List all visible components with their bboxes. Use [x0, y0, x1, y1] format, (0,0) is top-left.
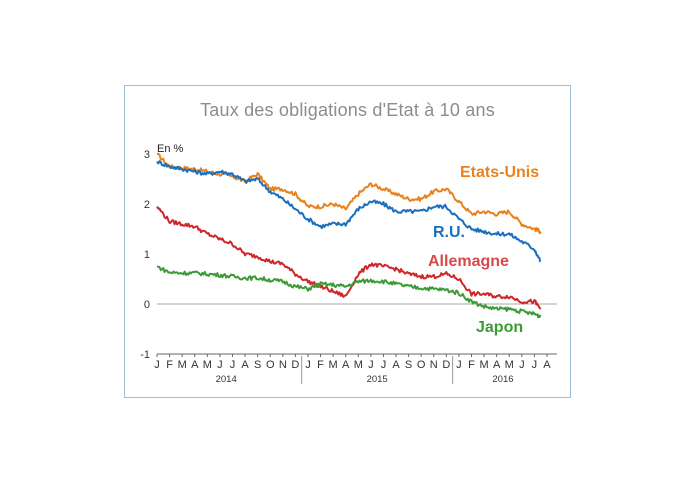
chart-frame: [124, 85, 571, 398]
x-tick-label: F: [317, 359, 324, 371]
x-tick-label: J: [456, 359, 462, 371]
x-tick-label: S: [405, 359, 412, 371]
x-tick-label: A: [342, 359, 350, 371]
x-tick-label: D: [291, 359, 299, 371]
x-year-label: 2015: [367, 374, 388, 385]
series-label-japon: Japon: [476, 319, 523, 336]
y-tick-label: 2: [144, 199, 150, 211]
x-tick-label: F: [468, 359, 475, 371]
series-label-ru: R.U.: [433, 224, 465, 241]
y-axis-unit-label: En %: [157, 143, 184, 155]
x-tick-label: A: [241, 359, 249, 371]
x-year-label: 2014: [216, 374, 237, 385]
series-label-allemagne: Allemagne: [428, 253, 509, 270]
x-tick-label: J: [368, 359, 374, 371]
x-tick-label: M: [178, 359, 187, 371]
x-tick-label: O: [266, 359, 275, 371]
series-line-etatsunis: [156, 152, 542, 235]
x-tick-label: A: [493, 359, 501, 371]
x-tick-label: J: [154, 359, 160, 371]
x-tick-label: O: [417, 359, 426, 371]
x-tick-label: J: [230, 359, 236, 371]
y-tick-label: -1: [140, 349, 150, 361]
x-tick-label: J: [305, 359, 311, 371]
x-tick-label: A: [392, 359, 400, 371]
x-tick-label: J: [532, 359, 538, 371]
x-tick-label: M: [479, 359, 488, 371]
x-tick-label: S: [254, 359, 261, 371]
x-tick-label: J: [519, 359, 525, 371]
x-tick-label: J: [381, 359, 387, 371]
chart-title: Taux des obligations d'Etat à 10 ans: [200, 100, 495, 120]
x-tick-label: N: [430, 359, 438, 371]
y-tick-label: 3: [144, 149, 150, 161]
x-tick-label: A: [191, 359, 199, 371]
y-tick-label: 0: [144, 299, 150, 311]
x-year-label: 2016: [492, 374, 513, 385]
series-label-etats-unis: Etats-Unis: [460, 164, 539, 181]
x-tick-label: M: [505, 359, 514, 371]
x-tick-label: M: [329, 359, 338, 371]
x-tick-label: N: [279, 359, 287, 371]
x-tick-label: A: [543, 359, 551, 371]
x-tick-label: D: [442, 359, 450, 371]
x-tick-label: J: [217, 359, 223, 371]
x-tick-label: F: [166, 359, 173, 371]
x-tick-label: M: [203, 359, 212, 371]
x-tick-label: M: [354, 359, 363, 371]
y-tick-label: 1: [144, 249, 150, 261]
series-line-ru: [156, 160, 542, 263]
series-line-japon: [156, 265, 542, 319]
